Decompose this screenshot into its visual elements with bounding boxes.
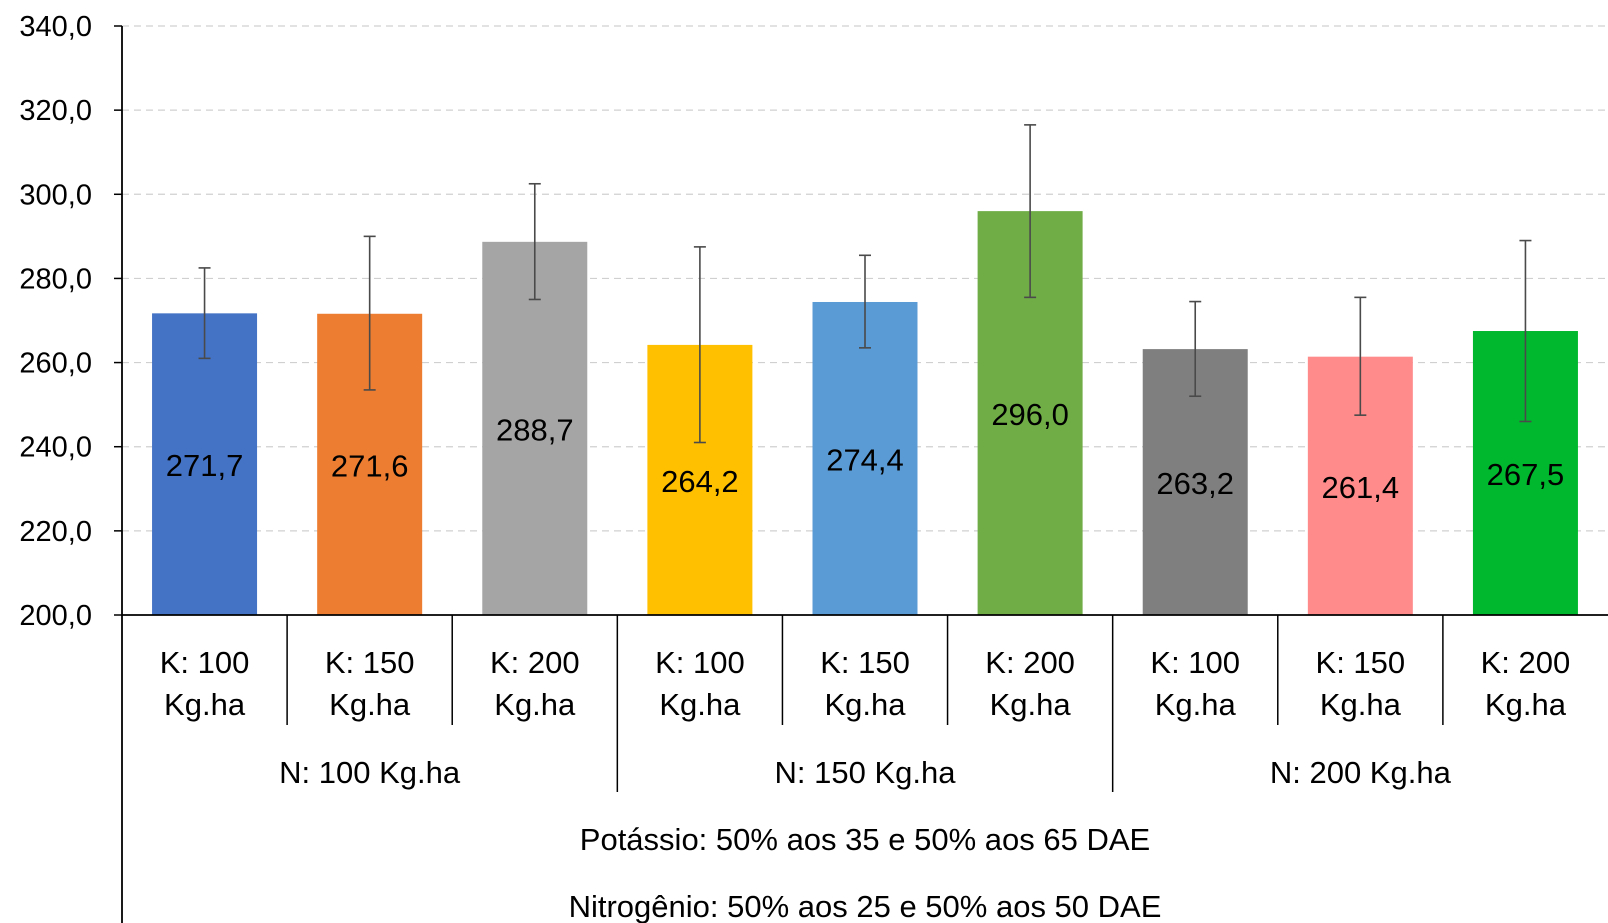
- x-category-label-line2: Kg.ha: [990, 687, 1072, 722]
- y-tick-label: 220,0: [19, 516, 92, 548]
- x-category-label-line1: K: 100: [160, 645, 250, 680]
- x-category-label-line1: K: 150: [325, 645, 415, 680]
- y-tick-label: 240,0: [19, 432, 92, 464]
- x-category-label-line1: K: 200: [490, 645, 580, 680]
- group-label: N: 150 Kg.ha: [775, 755, 957, 790]
- data-label: 263,2: [1156, 466, 1234, 501]
- x-category-label-line2: Kg.ha: [1485, 687, 1567, 722]
- x-category-label-line2: Kg.ha: [824, 687, 906, 722]
- x-category-label-line1: K: 200: [985, 645, 1075, 680]
- x-category-label-line2: Kg.ha: [1320, 687, 1402, 722]
- data-label: 274,4: [826, 442, 904, 477]
- x-category-label-line1: K: 200: [1481, 645, 1571, 680]
- y-tick-label: 320,0: [19, 95, 92, 127]
- y-tick-label: 260,0: [19, 348, 92, 380]
- x-category-label-line2: Kg.ha: [164, 687, 246, 722]
- footer-potassio: Potássio: 50% aos 35 e 50% aos 65 DAE: [580, 822, 1150, 857]
- data-label: 288,7: [496, 412, 574, 447]
- y-tick-label: 200,0: [19, 600, 92, 632]
- y-tick-label: 280,0: [19, 263, 92, 295]
- x-category-label-line1: K: 100: [1150, 645, 1240, 680]
- data-label: 271,7: [166, 448, 244, 483]
- x-category-label-line2: Kg.ha: [329, 687, 411, 722]
- data-label: 261,4: [1322, 470, 1400, 505]
- x-category-label-line1: K: 150: [820, 645, 910, 680]
- y-tick-label: 300,0: [19, 179, 92, 211]
- group-label: N: 100 Kg.ha: [279, 755, 461, 790]
- footer-nitrogenio: Nitrogênio: 50% aos 25 e 50% aos 50 DAE: [569, 889, 1162, 923]
- y-tick-label: 340,0: [19, 11, 92, 43]
- x-category-label-line2: Kg.ha: [494, 687, 576, 722]
- data-label: 267,5: [1487, 457, 1565, 492]
- data-label: 271,6: [331, 448, 409, 483]
- data-label: 264,2: [661, 464, 739, 499]
- x-category-label-line1: K: 150: [1316, 645, 1406, 680]
- x-category-label-line2: Kg.ha: [1155, 687, 1237, 722]
- x-category-label-line1: K: 100: [655, 645, 745, 680]
- group-label: N: 200 Kg.ha: [1270, 755, 1452, 790]
- x-axis-labels: K: 100 Kg.ha K: 150 Kg.ha K: 200 Kg.ha K: 100 K…: [160, 645, 1571, 923]
- data-label: 296,0: [991, 397, 1069, 432]
- x-category-label-line2: Kg.ha: [659, 687, 741, 722]
